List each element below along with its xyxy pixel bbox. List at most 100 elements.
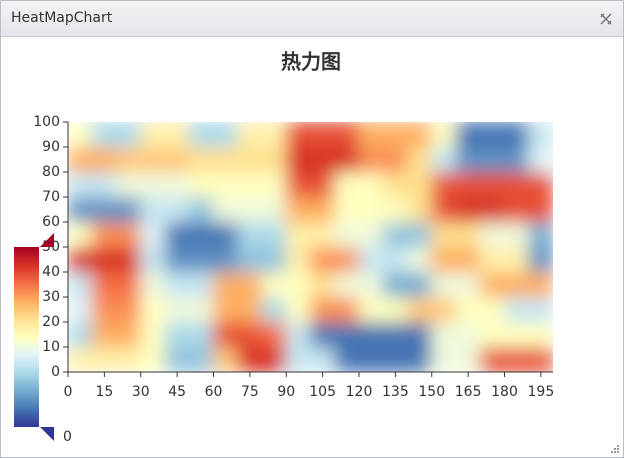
- heat-cell: [431, 346, 457, 372]
- heat-cell: [504, 296, 530, 323]
- heat-cell: [504, 346, 530, 372]
- heat-cell: [164, 271, 190, 298]
- heat-cell: [188, 196, 214, 223]
- heat-cell: [528, 196, 553, 223]
- heat-cell: [504, 246, 530, 273]
- heat-cell: [285, 171, 311, 198]
- x-tick-label: 45: [168, 384, 186, 400]
- heat-cell: [407, 221, 433, 248]
- heat-cell: [455, 122, 481, 148]
- heat-cell: [285, 221, 311, 248]
- heat-cell: [237, 122, 263, 148]
- heat-cell: [310, 296, 336, 323]
- heat-cell: [213, 296, 239, 323]
- y-tick-label: 0: [51, 364, 60, 380]
- heat-cell: [285, 246, 311, 273]
- heat-cell: [358, 271, 384, 298]
- heat-cell: [479, 122, 505, 148]
- heat-cell: [91, 122, 117, 148]
- heat-cell: [91, 246, 117, 273]
- heat-cell: [382, 346, 408, 372]
- heat-cell: [164, 221, 190, 248]
- heat-cell: [407, 271, 433, 298]
- heat-cell: [455, 196, 481, 223]
- heat-cell: [528, 122, 553, 148]
- heat-cell: [213, 221, 239, 248]
- heat-cell: [358, 321, 384, 348]
- heat-cell: [479, 246, 505, 273]
- heat-cell: [479, 321, 505, 348]
- heat-cell: [116, 271, 142, 298]
- heat-cell: [237, 221, 263, 248]
- visual-map-handle: [40, 233, 54, 247]
- heat-cell: [261, 271, 287, 298]
- heat-cell: [213, 146, 239, 173]
- heat-cell: [334, 171, 360, 198]
- heat-cell: [504, 321, 530, 348]
- heat-cell: [164, 196, 190, 223]
- heat-cell: [116, 221, 142, 248]
- heat-cell: [140, 122, 166, 148]
- heat-cell: [140, 271, 166, 298]
- heat-cell: [358, 221, 384, 248]
- heat-cell: [310, 196, 336, 223]
- heat-cell: [188, 146, 214, 173]
- heat-cell: [504, 196, 530, 223]
- heat-cell: [455, 171, 481, 198]
- heat-cell: [188, 296, 214, 323]
- heat-cell: [382, 296, 408, 323]
- heat-cell: [116, 296, 142, 323]
- heat-cell: [528, 221, 553, 248]
- heat-cell: [68, 321, 93, 348]
- heat-cell: [431, 246, 457, 273]
- heat-cell: [310, 271, 336, 298]
- heat-cell: [261, 196, 287, 223]
- heat-cell: [261, 171, 287, 198]
- y-tick-label: 80: [42, 164, 60, 180]
- title-bar: HeatMapChart: [1, 1, 623, 37]
- heat-cell: [407, 122, 433, 148]
- heat-cell: [431, 321, 457, 348]
- heat-cell: [528, 146, 553, 173]
- heat-cell: [504, 221, 530, 248]
- heat-cell: [382, 246, 408, 273]
- heat-cell: [334, 221, 360, 248]
- heat-cell: [68, 246, 93, 273]
- heat-cell: [310, 122, 336, 148]
- close-button[interactable]: [599, 12, 613, 26]
- heat-cell: [188, 271, 214, 298]
- heat-cell: [455, 146, 481, 173]
- x-tick-label: 15: [95, 384, 113, 400]
- x-tick-label: 165: [455, 384, 482, 400]
- heat-cell: [382, 221, 408, 248]
- resize-grip[interactable]: [610, 444, 620, 454]
- heat-cell: [455, 221, 481, 248]
- x-tick-label: 195: [528, 384, 555, 400]
- heat-cell: [358, 122, 384, 148]
- heat-cell: [91, 146, 117, 173]
- heat-cell: [164, 122, 190, 148]
- heat-cell: [382, 122, 408, 148]
- heat-cell: [213, 271, 239, 298]
- heat-cell: [431, 122, 457, 148]
- heat-cell: [310, 346, 336, 372]
- heat-cell: [164, 296, 190, 323]
- heat-cell: [261, 321, 287, 348]
- y-tick-label: 60: [42, 214, 60, 230]
- heat-cell: [455, 321, 481, 348]
- y-tick-label: 40: [42, 264, 60, 280]
- heat-cell: [213, 246, 239, 273]
- heat-cell: [431, 296, 457, 323]
- visual-map-min-label: 0: [63, 429, 72, 445]
- heat-cell: [261, 296, 287, 323]
- heat-cell: [188, 221, 214, 248]
- heat-cell: [91, 221, 117, 248]
- heat-cell: [68, 196, 93, 223]
- heat-cell: [407, 146, 433, 173]
- heat-cell: [431, 146, 457, 173]
- heat-cell: [140, 321, 166, 348]
- x-tick-label: 30: [132, 384, 150, 400]
- heat-cell: [285, 271, 311, 298]
- heat-cell: [261, 122, 287, 148]
